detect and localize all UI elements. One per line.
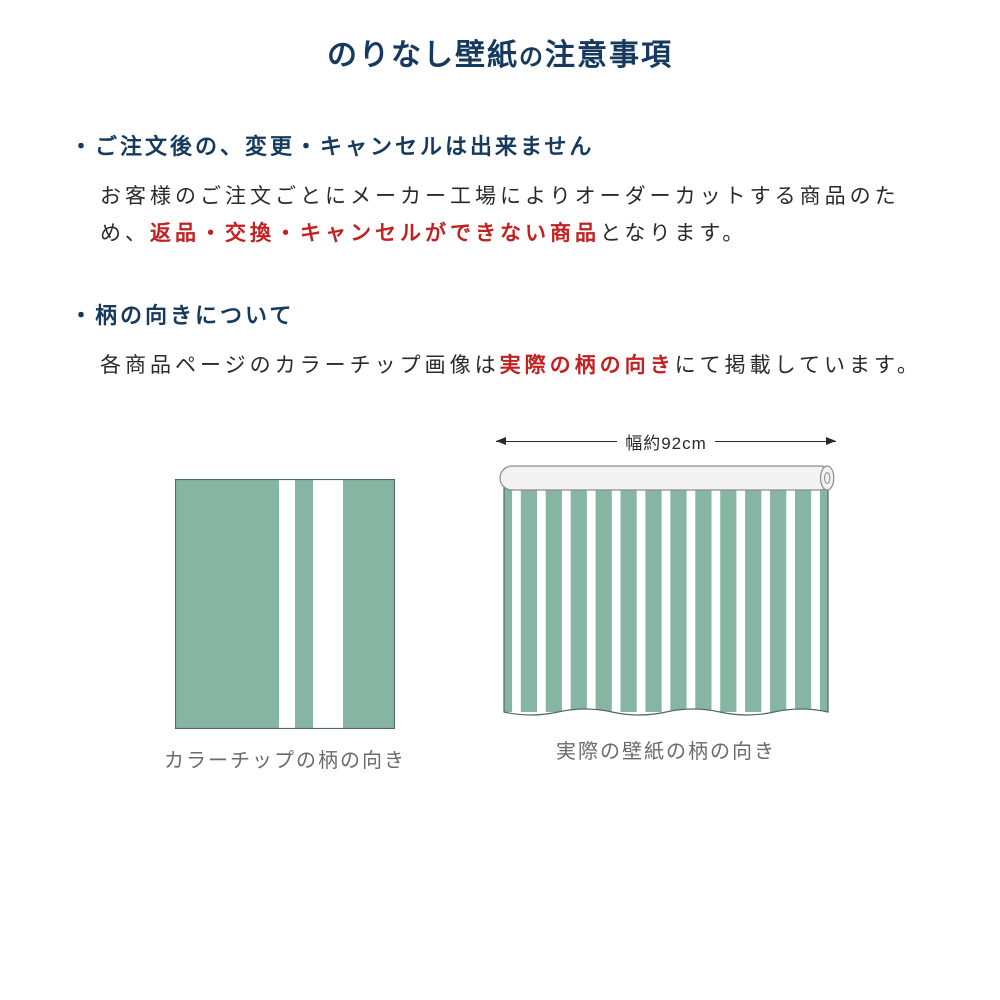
section2-highlight: 実際の柄の向き (500, 354, 675, 377)
section2-heading: ・柄の向きについて (70, 298, 930, 330)
section2-body: 各商品ページのカラーチップ画像は実際の柄の向きにて掲載しています。 (70, 348, 930, 385)
arrow-left-icon (496, 441, 617, 442)
width-label: 幅約92cm (617, 429, 715, 454)
section1-body: お客様のご注文ごとにメーカー工場によりオーダーカットする商品のため、返品・交換・… (70, 179, 930, 253)
section2-body-before: 各商品ページのカラーチップ画像は (100, 354, 500, 377)
section2-body-after: にて掲載しています。 (675, 354, 922, 377)
color-chip-illustration (175, 479, 395, 729)
page-title: のりなし壁紙の注意事項 (70, 30, 930, 74)
section1-highlight: 返品・交換・キャンセルができない商品 (150, 222, 600, 245)
arrow-right-icon (715, 441, 836, 442)
title-prefix: のりなし壁紙 (327, 39, 519, 72)
diagram-row: カラーチップの柄の向き 幅約92cm 実際の壁紙の柄の向き (70, 429, 930, 773)
section1-heading: ・ご注文後の、変更・キャンセルは出来ません (70, 129, 930, 161)
caption-left: カラーチップの柄の向き (164, 744, 406, 773)
diagram-right: 幅約92cm 実際の壁紙の柄の向き (496, 429, 836, 773)
title-particle: の (519, 44, 545, 71)
section1-body-after: となります。 (600, 222, 747, 245)
wallpaper-roll-illustration (496, 460, 836, 720)
title-suffix: 注意事項 (545, 39, 673, 72)
caption-right: 実際の壁紙の柄の向き (556, 735, 776, 764)
diagram-left: カラーチップの柄の向き (164, 429, 406, 773)
width-arrow: 幅約92cm (496, 429, 836, 454)
